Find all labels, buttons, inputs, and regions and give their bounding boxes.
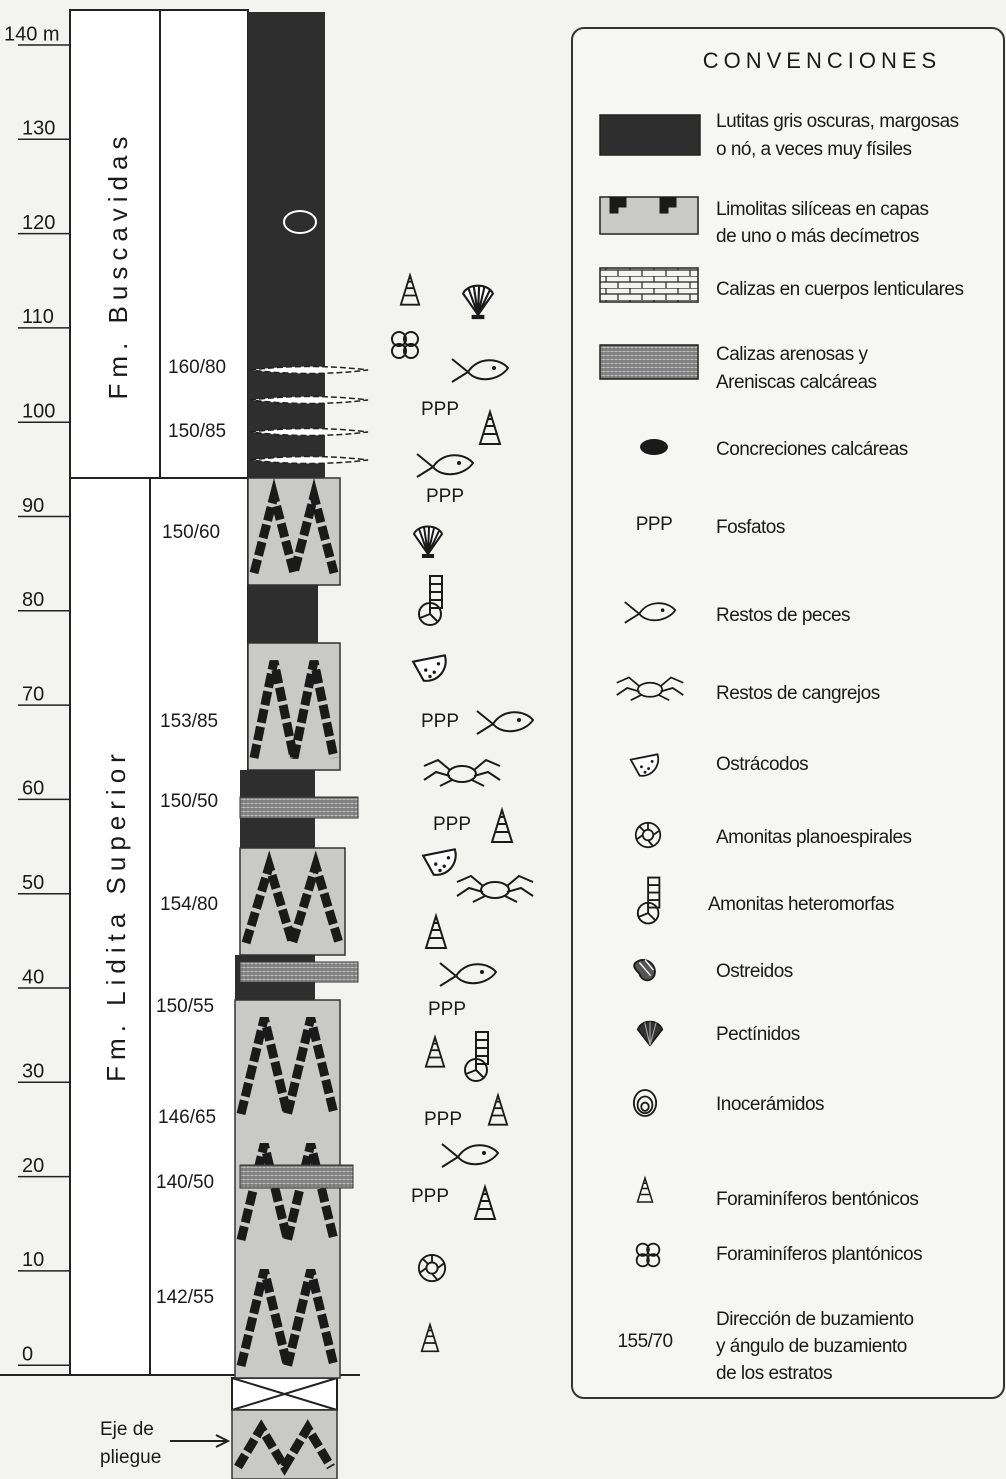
fossil-icon (480, 412, 500, 444)
legend-label: Concreciones calcáreas (716, 439, 908, 460)
fossil-icon (417, 454, 473, 477)
dip-label: 150/60 (162, 522, 220, 543)
fossil-icon (392, 332, 418, 358)
legend-label: Calizas en cuerpos lenticulares (716, 279, 963, 300)
fossil-icon (419, 576, 442, 625)
legend-label: Fosfatos (716, 517, 785, 538)
stratigraphic-column: 140 m1301201101009080706050403020100Fm. … (0, 10, 533, 1479)
dip-label: 140/50 (156, 1172, 214, 1193)
legend-symbol-text: PPP (636, 514, 673, 535)
fold-axis-label: Eje de (100, 1419, 154, 1440)
sandy-limestone (240, 797, 358, 818)
depth-label: 0 (22, 1343, 33, 1365)
legend-label: y ángulo de buzamiento (716, 1336, 907, 1357)
fossil-icon (413, 655, 446, 681)
fossil-icon (401, 275, 419, 304)
legend-label: Ostreidos (716, 961, 793, 982)
legend-label: Foraminíferos plantónicos (716, 1244, 922, 1265)
phosphate-label: PPP (426, 486, 464, 507)
dip-label: 150/55 (156, 996, 214, 1017)
phosphate-label: PPP (424, 1109, 462, 1130)
fossil-icon (452, 359, 508, 382)
legend-label: de uno o más decímetros (716, 226, 919, 247)
depth-label: 80 (22, 589, 44, 611)
shale-layer (248, 12, 325, 478)
fossil-icon (492, 810, 512, 842)
phosphate-label: PPP (411, 1186, 449, 1207)
dip-label: 160/80 (168, 357, 226, 378)
dip-label: 150/50 (160, 791, 218, 812)
phosphate-label: PPP (433, 814, 471, 835)
depth-label: 90 (22, 495, 44, 517)
legend-swatch (600, 268, 698, 302)
legend-label: Lutitas gris oscuras, margosas (716, 111, 959, 132)
legend-label: Dirección de buzamiento (716, 1309, 914, 1330)
fossil-icon (423, 849, 456, 875)
dip-label: 153/85 (160, 711, 218, 732)
phosphate-label: PPP (421, 711, 459, 732)
legend-label: Amonitas planoespirales (716, 827, 912, 848)
depth-label: 30 (22, 1061, 44, 1083)
legend-label: de los estratos (716, 1363, 832, 1384)
fold-axis-label: pliegue (100, 1447, 161, 1468)
fossil-icon (465, 1032, 488, 1081)
fossil-icon (426, 1037, 444, 1066)
depth-label: 130 (22, 118, 55, 140)
legend-swatch (600, 345, 698, 379)
legend: CONVENCIONES Lutitas gris oscuras, margo… (572, 28, 1004, 1398)
sandy-limestone (240, 1165, 353, 1188)
fossil-icon (424, 760, 500, 786)
formation-label: Fm. Lidita Superior (101, 748, 131, 1082)
fossil-icon (463, 286, 493, 319)
dip-label: 142/55 (156, 1287, 214, 1308)
depth-label: 40 (22, 966, 44, 988)
depth-label: 120 (22, 212, 55, 234)
shale-layer (248, 585, 318, 643)
fossil-icon (422, 1325, 439, 1352)
fossil-icon (475, 1187, 495, 1219)
phosphate-label: PPP (428, 999, 466, 1020)
dip-label: 154/80 (160, 894, 218, 915)
legend-label: Pectínidos (716, 1024, 800, 1045)
depth-label: 140 m (4, 23, 60, 45)
legend-swatch (600, 115, 700, 155)
fossil-icon (442, 1144, 498, 1167)
legend-label: Restos de cangrejos (716, 683, 880, 704)
legend-label: Ostrácodos (716, 754, 808, 775)
legend-label: Foraminíferos bentónicos (716, 1189, 918, 1210)
legend-label: Inocerámidos (716, 1094, 824, 1115)
legend-label: o nó, a veces muy físiles (716, 139, 912, 160)
depth-label: 100 (22, 400, 55, 422)
legend-label: Calizas arenosas y (716, 344, 869, 365)
depth-label: 70 (22, 683, 44, 705)
formation-label: Fm. Buscavidas (103, 131, 133, 400)
fold-axis-arrow (170, 1435, 228, 1447)
fossil-icon (457, 876, 533, 902)
fossil-icon (440, 963, 496, 986)
legend-symbol-text: 155/70 (617, 1331, 672, 1352)
dip-label: 146/65 (158, 1107, 216, 1128)
legend-label: Areniscas calcáreas (716, 372, 877, 393)
sandy-limestone (240, 962, 358, 982)
formation-box (70, 478, 248, 1375)
depth-label: 20 (22, 1155, 44, 1177)
depth-label: 10 (22, 1249, 44, 1271)
legend-symbol (640, 439, 668, 455)
fossil-icon (414, 527, 442, 559)
stratigraphic-figure: 140 m1301201101009080706050403020100Fm. … (0, 0, 1006, 1479)
fossil-icon (489, 1095, 507, 1124)
depth-label: 60 (22, 778, 44, 800)
phosphate-label: PPP (421, 399, 459, 420)
legend-label: Amonitas heteromorfas (708, 894, 894, 915)
dip-label: 150/85 (168, 421, 226, 442)
fossil-icon (477, 711, 533, 734)
legend-label: Restos de peces (716, 605, 850, 626)
legend-title: CONVENCIONES (703, 48, 941, 73)
fossil-icon (426, 916, 446, 948)
legend-label: Limolitas silíceas en capas (716, 199, 929, 220)
depth-label: 50 (22, 872, 44, 894)
depth-label: 110 (22, 306, 54, 328)
fossil-icon (419, 1255, 445, 1281)
